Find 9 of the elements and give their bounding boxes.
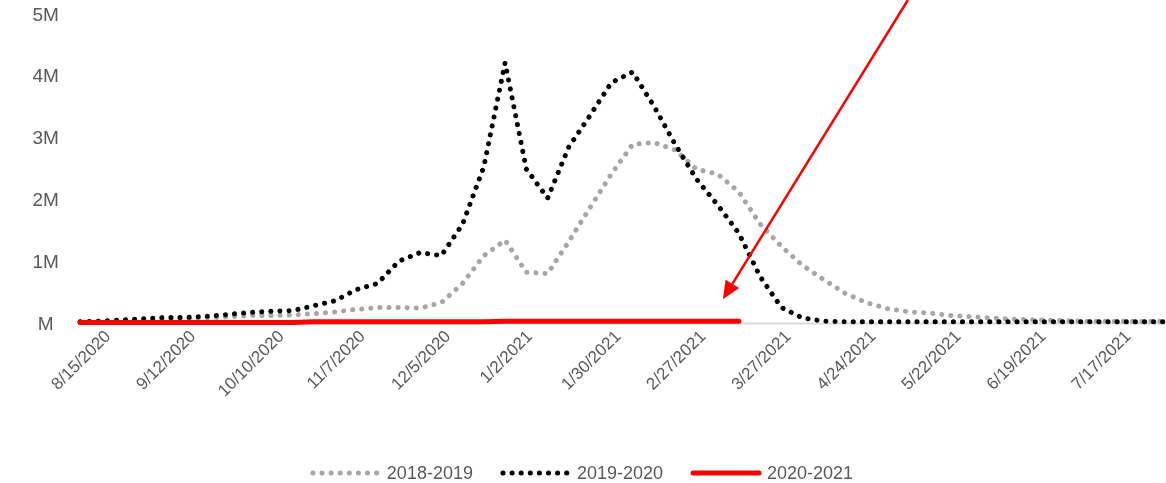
legend-label: 2020-2021 bbox=[767, 463, 854, 483]
legend-label: 2018-2019 bbox=[386, 463, 473, 483]
legend-label: 2019-2020 bbox=[576, 463, 664, 483]
y-tick-label: 1M bbox=[32, 250, 59, 272]
y-tick-label: 2M bbox=[32, 188, 59, 210]
y-tick-label: 3M bbox=[32, 127, 59, 149]
y-tick-label: M bbox=[37, 312, 54, 334]
y-tick-label: 5M bbox=[32, 3, 59, 25]
y-tick-label: 4M bbox=[32, 65, 59, 87]
